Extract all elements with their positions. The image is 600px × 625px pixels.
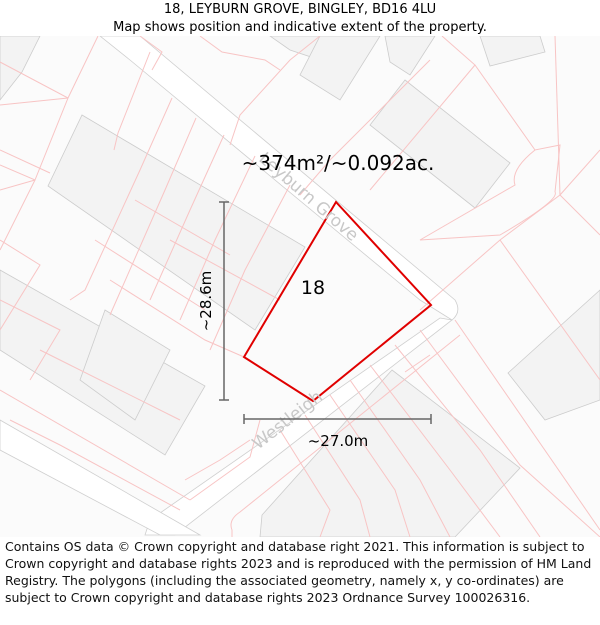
parcel-boundaries — [0, 36, 600, 537]
map-description: Map shows position and indicative extent… — [113, 20, 487, 35]
buildings — [0, 36, 600, 537]
property-address: 18, LEYBURN GROVE, BINGLEY, BD16 4LU — [163, 2, 437, 17]
vertical-dimension — [219, 201, 229, 401]
map-header: 18, LEYBURN GROVE, BINGLEY, BD16 4LU Map… — [0, 0, 600, 36]
horizontal-dimension — [243, 414, 432, 424]
property-map[interactable]: Leyburn Grove Westleigh ~28.6m ~27.0m ~3… — [0, 36, 600, 537]
horizontal-dimension-label: ~27.0m — [308, 432, 369, 450]
plot-number-label: 18 — [301, 277, 325, 299]
property-boundary[interactable] — [242, 200, 433, 403]
vertical-dimension-label: ~28.6m — [197, 271, 215, 332]
copyright-attribution: Contains OS data © Crown copyright and d… — [5, 539, 592, 605]
area-label: ~374m²/~0.092ac. — [242, 151, 435, 175]
